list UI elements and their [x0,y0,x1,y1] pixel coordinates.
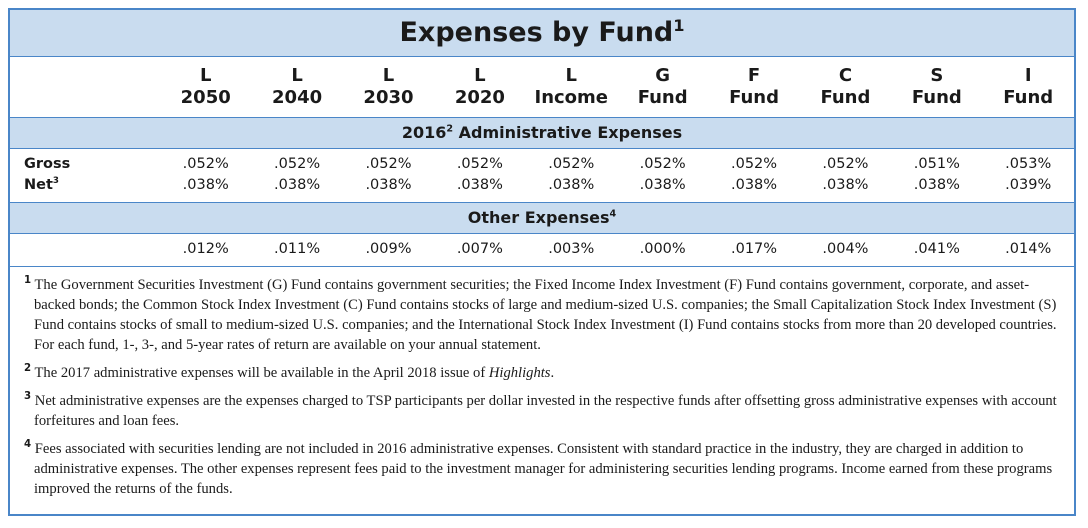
column-header-line: Fund [637,87,688,108]
section-note: 2 [446,123,454,135]
column-header-line: Fund [911,87,962,108]
column-header-line: L [291,65,303,86]
column-header-line: 2030 [363,87,414,108]
value-cell: .038% [822,177,869,193]
value-cell: .009% [365,241,412,257]
value-cell: .014% [1005,241,1052,257]
value-cell: .038% [274,177,321,193]
column-header-row: L 2050 L 2040 L 2030 L 2020 L Income G Fund F Fund C Fu… [10,57,1074,117]
expense-table: Expenses by Fund1 L 2050 L 2040 L 2030 L 2020 L In… [8,8,1076,516]
column-header: S Fund [891,65,982,109]
column-header-line: I [1024,65,1032,86]
section-rows: Gross .052% .052% .052% .052% .052% .052% .052%… [10,149,1074,202]
value-cell: .052% [548,156,595,172]
value-cell: .003% [548,241,595,257]
section-heading: Other Expenses4 [10,202,1074,234]
column-header: I Fund [983,65,1074,109]
footnote-text: The Government Securities Investment (G)… [34,277,1057,353]
data-row: Gross .052% .052% .052% .052% .052% .052% .052%… [10,154,1074,175]
column-header-line: Fund [729,87,779,108]
footnote-text: . [550,365,555,381]
column-header-line: 2020 [454,87,505,108]
title-note: 1 [673,16,685,35]
column-header: L 2050 [160,65,251,109]
value-cell: .038% [456,177,503,193]
section-heading-text: 2016 [401,123,447,142]
footnote-text: Net administrative expenses are the expe… [34,393,1057,429]
column-header-line: L [382,65,395,86]
footnote: 4 Fees associated with securities lendin… [24,439,1062,499]
column-header-line: Fund [820,87,871,108]
value-cell: .052% [822,156,869,172]
value-cell: .052% [456,156,503,172]
value-cell: .038% [182,177,229,193]
footnote-number: 3 [24,391,32,403]
column-header-line: 2050 [180,87,231,108]
column-header: F Fund [708,65,799,109]
value-cell: .000% [639,241,686,257]
value-cell: .052% [274,156,321,172]
column-header-line: L [565,65,577,86]
column-header-line: Fund [1003,87,1054,108]
column-header-line: Income [534,87,609,108]
value-cell: .011% [274,241,321,257]
section-note: 4 [609,208,617,220]
column-header: L 2040 [251,65,342,109]
value-cell: .051% [913,156,960,172]
row-label-text: Gross [24,156,71,172]
column-header: L Income [526,65,617,109]
footnote-number: 2 [24,363,32,375]
column-header-line: L [474,65,486,86]
data-row: Net3 .038% .038% .038% .038% .038% .038% .038%.… [10,175,1074,196]
value-cell: .052% [182,156,229,172]
value-cell: .012% [182,241,229,257]
footnotes: 1 The Government Securities Investment (… [10,266,1074,499]
value-cell: .038% [731,177,778,193]
data-row: .012% .011% .009% .007% .003% .000% .017% .004%… [10,239,1074,260]
column-header: L 2020 [434,65,525,109]
column-header-line: C [838,65,853,86]
row-label [10,239,160,260]
row-label-text: Net [24,177,53,193]
column-header-line: F [747,65,761,86]
title-text: Expenses by Fund [399,17,674,48]
value-cell: .052% [365,156,412,172]
footnote-number: 4 [24,439,32,451]
section-heading: 20162 Administrative Expenses [10,117,1074,149]
column-header-line: 2040 [272,87,323,108]
footnote-text: Fees associated with securities lending … [34,441,1053,497]
value-cell: .017% [731,241,778,257]
value-cell: .038% [639,177,686,193]
value-cell: .038% [548,177,595,193]
footnote: 2 The 2017 administrative expenses will … [24,363,1062,383]
row-label: Gross [10,154,160,175]
column-header-line: L [199,65,212,86]
value-cell: .039% [1005,177,1052,193]
section-heading-text: Administrative Expenses [453,123,683,142]
row-label: Net3 [10,175,160,196]
value-cell: .038% [365,177,412,193]
section-heading-text: Other Expenses [467,208,610,227]
row-note: 3 [52,176,59,187]
column-header-line: G [655,65,671,86]
section-rows: .012% .011% .009% .007% .003% .000% .017% .004%… [10,234,1074,266]
footnote: 1 The Government Securities Investment (… [24,275,1062,355]
footnote-text: Highlights [488,365,551,381]
column-header: C Fund [800,65,891,109]
value-cell: .007% [456,241,503,257]
column-header-line: S [930,65,944,86]
value-cell: .053% [1005,156,1052,172]
column-header: G Fund [617,65,708,109]
column-header: L 2030 [343,65,434,109]
footnote-text: The 2017 administrative expenses will be… [34,365,489,381]
footnote-number: 1 [24,275,32,287]
footnote: 3 Net administrative expenses are the ex… [24,391,1062,431]
value-cell: .038% [913,177,960,193]
value-cell: .052% [731,156,778,172]
title: Expenses by Fund1 [10,10,1074,57]
value-cell: .052% [639,156,686,172]
value-cell: .004% [822,241,869,257]
value-cell: .041% [913,241,960,257]
